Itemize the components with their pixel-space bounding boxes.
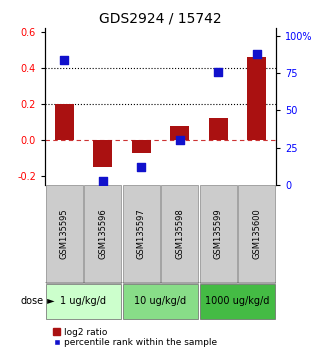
FancyBboxPatch shape [123,185,160,282]
Point [177,137,182,143]
Text: GSM135595: GSM135595 [60,209,69,259]
FancyBboxPatch shape [200,185,237,282]
Text: ►: ► [44,296,54,306]
Text: 10 ug/kg/d: 10 ug/kg/d [134,296,187,306]
Text: GSM135597: GSM135597 [137,209,146,259]
Bar [209,118,228,140]
Text: dose: dose [20,296,43,306]
Bar [247,57,266,140]
Legend: log2 ratio, percentile rank within the sample: log2 ratio, percentile rank within the s… [49,324,221,351]
Point [62,57,67,63]
FancyBboxPatch shape [84,185,121,282]
Point [254,51,259,57]
FancyBboxPatch shape [46,185,83,282]
Bar [93,140,112,167]
FancyBboxPatch shape [123,285,198,319]
FancyBboxPatch shape [238,185,275,282]
Bar [132,140,151,153]
FancyBboxPatch shape [46,285,121,319]
Point [216,69,221,74]
Text: GSM135600: GSM135600 [252,209,261,259]
FancyBboxPatch shape [200,285,275,319]
Text: 1000 ug/kg/d: 1000 ug/kg/d [205,296,270,306]
Text: GSM135596: GSM135596 [98,209,107,259]
Bar [170,126,189,140]
Point [100,178,105,183]
Title: GDS2924 / 15742: GDS2924 / 15742 [99,12,222,26]
Point [139,164,144,170]
Text: GSM135599: GSM135599 [214,209,223,259]
FancyBboxPatch shape [161,185,198,282]
Text: 1 ug/kg/d: 1 ug/kg/d [60,296,107,306]
Text: GSM135598: GSM135598 [175,209,184,259]
Bar [55,104,74,140]
